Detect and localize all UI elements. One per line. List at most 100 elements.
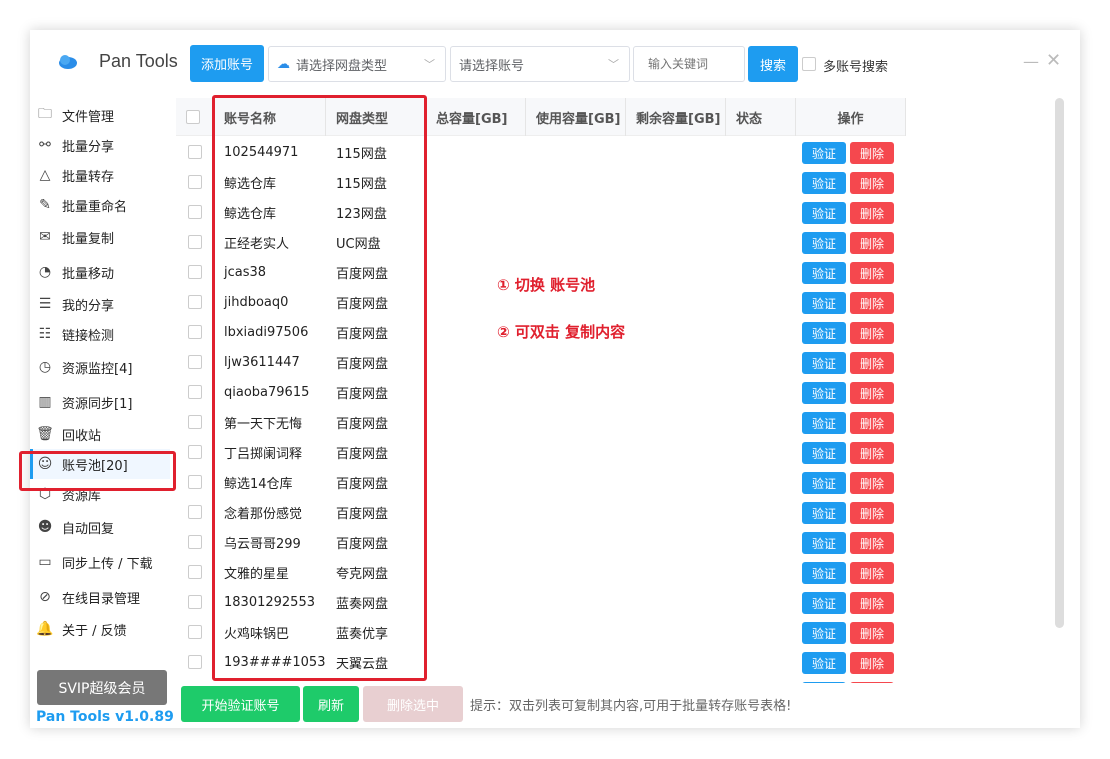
sidebar-item[interactable]: ✎ 批量重命名 — [36, 190, 176, 220]
disk-type[interactable]: 百度网盘 — [336, 356, 389, 372]
sidebar-item[interactable]: ◔ 批量移动 — [36, 257, 176, 287]
delete-button[interactable]: 删除 — [850, 352, 894, 374]
add-account-button[interactable]: 添加账号 — [190, 45, 264, 82]
row-checkbox[interactable] — [188, 325, 202, 339]
disk-type-select[interactable]: ☁ 请选择网盘类型 ﹀ — [268, 46, 446, 82]
table-row[interactable]: jihdboaq0 百度网盘 验证 删除 — [176, 287, 1065, 317]
minimize-button[interactable]: — — [1023, 52, 1039, 71]
table-row[interactable]: 正经老实人 UC网盘 验证 删除 — [176, 227, 1065, 257]
table-row[interactable]: 102544971 115网盘 验证 删除 — [176, 137, 1065, 167]
sidebar-item[interactable]: 🗀 文件管理 — [36, 100, 176, 130]
sidebar-item[interactable]: ✉ 批量复制 — [36, 222, 176, 252]
row-checkbox[interactable] — [188, 175, 202, 189]
row-checkbox[interactable] — [188, 385, 202, 399]
delete-button[interactable]: 删除 — [850, 232, 894, 254]
svip-button[interactable]: SVIP超级会员 — [37, 670, 167, 705]
verify-button[interactable]: 验证 — [802, 232, 846, 254]
verify-button[interactable]: 验证 — [802, 142, 846, 164]
table-row[interactable]: 第一天下无悔 百度网盘 验证 删除 — [176, 407, 1065, 437]
row-checkbox[interactable] — [188, 535, 202, 549]
search-button[interactable]: 搜索 — [748, 46, 798, 82]
verify-button[interactable] — [802, 682, 846, 683]
delete-button[interactable]: 删除 — [850, 172, 894, 194]
account-name[interactable]: qiaoba79615 — [224, 384, 310, 400]
account-name[interactable]: 念着那份感觉 — [224, 506, 303, 522]
account-name[interactable]: 102544971 — [224, 144, 299, 160]
col-total[interactable]: 总容量[GB] — [426, 98, 526, 136]
row-checkbox[interactable] — [188, 235, 202, 249]
row-checkbox[interactable] — [188, 625, 202, 639]
account-name[interactable]: 文雅的星星 — [224, 566, 290, 582]
verify-button[interactable]: 验证 — [802, 472, 846, 494]
verify-button[interactable]: 验证 — [802, 292, 846, 314]
sidebar-item[interactable]: ▭ 同步上传 / 下载 — [36, 547, 176, 577]
account-name[interactable]: jcas38 — [224, 264, 267, 280]
verify-button[interactable]: 验证 — [802, 502, 846, 524]
delete-button[interactable]: 删除 — [850, 562, 894, 584]
disk-type[interactable]: 百度网盘 — [336, 476, 389, 492]
delete-button[interactable]: 删除 — [850, 202, 894, 224]
disk-type[interactable]: 百度网盘 — [336, 416, 389, 432]
verify-button[interactable]: 验证 — [802, 532, 846, 554]
disk-type[interactable]: 夸克网盘 — [336, 566, 389, 582]
account-name[interactable]: 乌云哥哥299 — [224, 536, 301, 552]
col-account-name[interactable]: 账号名称 — [214, 98, 326, 136]
table-row[interactable]: qiaoba79615 百度网盘 验证 删除 — [176, 377, 1065, 407]
disk-type[interactable]: 百度网盘 — [336, 326, 389, 342]
table-row[interactable]: ljw3611447 百度网盘 验证 删除 — [176, 347, 1065, 377]
disk-type[interactable]: 蓝奏优享 — [336, 626, 389, 642]
col-used[interactable]: 使用容量[GB] — [526, 98, 626, 136]
delete-button[interactable]: 删除 — [850, 262, 894, 284]
table-row[interactable]: 火鸡味锅巴 蓝奏优享 验证 删除 — [176, 617, 1065, 647]
delete-button[interactable]: 删除 — [850, 292, 894, 314]
verify-button[interactable]: 验证 — [802, 352, 846, 374]
delete-button[interactable]: 删除 — [850, 532, 894, 554]
account-name[interactable]: 18301292553 — [224, 594, 315, 610]
delete-button[interactable]: 删除 — [850, 502, 894, 524]
col-status[interactable]: 状态 — [726, 98, 796, 136]
account-name[interactable]: 火鸡味锅巴 — [224, 626, 290, 642]
verify-button[interactable]: 验证 — [802, 172, 846, 194]
account-name[interactable]: 正经老实人 — [224, 236, 290, 252]
refresh-button[interactable]: 刷新 — [303, 686, 359, 722]
delete-button[interactable]: 删除 — [850, 652, 894, 674]
table-row[interactable]: 鲸选14仓库 百度网盘 验证 删除 — [176, 467, 1065, 497]
select-all-checkbox[interactable] — [186, 110, 200, 124]
account-name[interactable]: 鲸选仓库 — [224, 206, 277, 222]
sidebar-item[interactable]: ▥ 资源同步[1] — [36, 387, 176, 417]
row-checkbox[interactable] — [188, 415, 202, 429]
account-name[interactable]: 193####1053 — [224, 654, 326, 670]
delete-button[interactable]: 删除 — [850, 442, 894, 464]
table-row[interactable]: 文雅的星星 夸克网盘 验证 删除 — [176, 557, 1065, 587]
verify-button[interactable]: 验证 — [802, 622, 846, 644]
disk-type[interactable]: 123网盘 — [336, 206, 387, 222]
row-checkbox[interactable] — [188, 445, 202, 459]
keyword-input[interactable] — [633, 46, 745, 82]
disk-type[interactable]: 百度网盘 — [336, 296, 389, 312]
delete-selected-button[interactable]: 删除选中 — [363, 686, 463, 722]
row-checkbox[interactable] — [188, 145, 202, 159]
table-row[interactable]: 丁吕掷阑词释 百度网盘 验证 删除 — [176, 437, 1065, 467]
start-verify-button[interactable]: 开始验证账号 — [181, 686, 300, 722]
delete-button[interactable]: 删除 — [850, 472, 894, 494]
sidebar-item[interactable]: 🗑 回收站 — [36, 419, 176, 449]
account-name[interactable]: jihdboaq0 — [224, 294, 289, 310]
account-select[interactable]: 请选择账号 ﹀ — [450, 46, 630, 82]
col-remaining[interactable]: 剩余容量[GB] — [626, 98, 726, 136]
table-row[interactable]: 193####1053 天翼云盘 验证 删除 — [176, 647, 1065, 677]
table-row[interactable]: 18301292553 蓝奏网盘 验证 删除 — [176, 587, 1065, 617]
sidebar-item[interactable]: △ 批量转存 — [36, 160, 176, 190]
row-checkbox[interactable] — [188, 265, 202, 279]
disk-type[interactable]: 115网盘 — [336, 176, 387, 192]
disk-type[interactable]: 天翼云盘 — [336, 656, 389, 672]
table-row[interactable]: 乌云哥哥299 百度网盘 验证 删除 — [176, 527, 1065, 557]
sidebar-item[interactable]: ☷ 链接检测 — [36, 319, 176, 349]
account-name[interactable]: lbxiadi97506 — [224, 324, 309, 340]
verify-button[interactable]: 验证 — [802, 652, 846, 674]
account-name[interactable]: 鲸选14仓库 — [224, 476, 293, 492]
verify-button[interactable]: 验证 — [802, 442, 846, 464]
sidebar-item[interactable]: ☺ 账号池[20] — [30, 449, 170, 479]
table-row[interactable]: 鲸选仓库 123网盘 验证 删除 — [176, 197, 1065, 227]
row-checkbox[interactable] — [188, 475, 202, 489]
delete-button[interactable]: 删除 — [850, 382, 894, 404]
